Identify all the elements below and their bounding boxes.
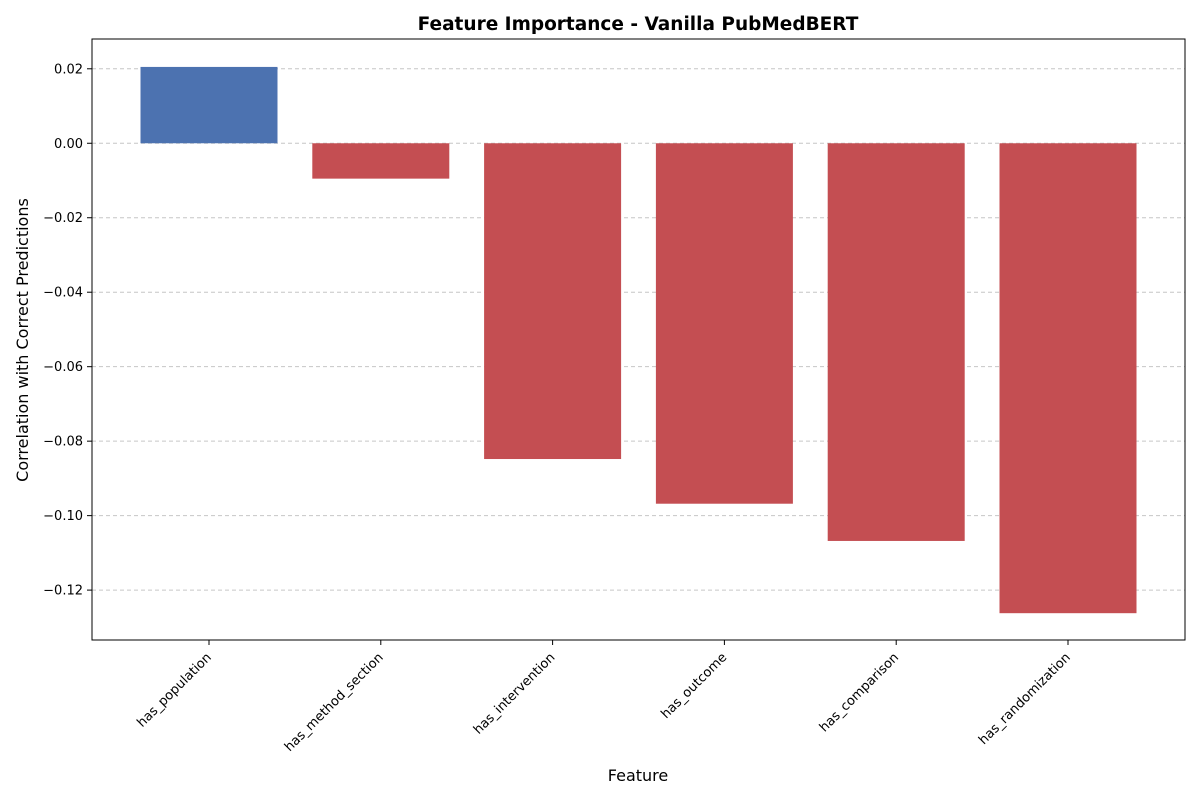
x-tick-label: has_comparison (817, 650, 902, 735)
y-tick-label: −0.06 (43, 360, 83, 375)
bars (140, 66, 1137, 614)
x-axis-ticks: has_population has_method_section has_inte… (134, 640, 1074, 755)
bar-has-method-section (312, 143, 450, 179)
y-tick-label: −0.10 (43, 509, 83, 524)
y-axis-ticks: 0.02 0.00 −0.02 −0.04 −0.06 −0.08 −0.10 −0.12 (43, 62, 92, 599)
x-tick-label: has_intervention (471, 650, 558, 737)
y-tick-label: −0.08 (43, 435, 83, 450)
x-tick-label: has_randomization (976, 650, 1074, 748)
x-tick-label: has_population (134, 650, 214, 730)
y-tick-label: 0.00 (54, 137, 83, 152)
bar-has-outcome (655, 143, 793, 504)
bar-has-comparison (827, 143, 965, 541)
x-axis-label: Feature (608, 766, 668, 785)
bar-has-intervention (484, 143, 622, 460)
x-tick-label: has_outcome (658, 650, 730, 722)
y-axis-label: Correlation with Correct Predictions (13, 198, 32, 482)
chart-title: Feature Importance - Vanilla PubMedBERT (418, 14, 859, 35)
plot-frame (91, 38, 1186, 641)
x-tick-label: has_method_section (282, 650, 387, 755)
y-tick-label: −0.12 (43, 584, 83, 599)
y-tick-label: 0.02 (54, 62, 83, 77)
y-tick-label: −0.04 (43, 286, 83, 301)
bar-has-population (140, 66, 278, 144)
y-tick-label: −0.02 (43, 211, 83, 226)
bar-has-randomization (999, 143, 1137, 614)
